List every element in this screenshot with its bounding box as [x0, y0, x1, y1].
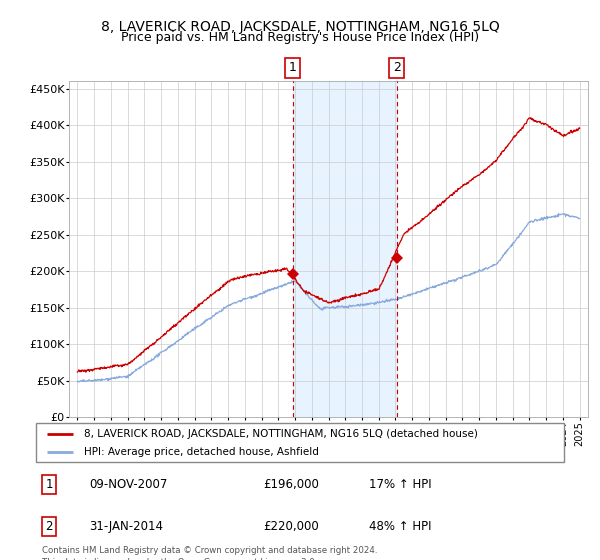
- Text: 1: 1: [46, 478, 53, 491]
- Text: HPI: Average price, detached house, Ashfield: HPI: Average price, detached house, Ashf…: [83, 447, 319, 457]
- Text: £196,000: £196,000: [263, 478, 319, 491]
- Text: £220,000: £220,000: [263, 520, 319, 533]
- Bar: [293, 81, 397, 417]
- Text: 8, LAVERICK ROAD, JACKSDALE, NOTTINGHAM, NG16 5LQ: 8, LAVERICK ROAD, JACKSDALE, NOTTINGHAM,…: [101, 20, 499, 34]
- Text: Price paid vs. HM Land Registry's House Price Index (HPI): Price paid vs. HM Land Registry's House …: [121, 31, 479, 44]
- Text: 31-JAN-2014: 31-JAN-2014: [89, 520, 163, 533]
- Text: 48% ↑ HPI: 48% ↑ HPI: [368, 520, 431, 533]
- Text: 1: 1: [289, 61, 296, 74]
- Text: This data is licensed under the Open Government Licence v3.0.: This data is licensed under the Open Gov…: [42, 558, 317, 560]
- Text: 09-NOV-2007: 09-NOV-2007: [89, 478, 167, 491]
- Text: Contains HM Land Registry data © Crown copyright and database right 2024.: Contains HM Land Registry data © Crown c…: [42, 546, 377, 555]
- Text: 2: 2: [393, 61, 401, 74]
- Text: 8, LAVERICK ROAD, JACKSDALE, NOTTINGHAM, NG16 5LQ (detached house): 8, LAVERICK ROAD, JACKSDALE, NOTTINGHAM,…: [83, 429, 478, 439]
- Text: 17% ↑ HPI: 17% ↑ HPI: [368, 478, 431, 491]
- Text: 2: 2: [46, 520, 53, 533]
